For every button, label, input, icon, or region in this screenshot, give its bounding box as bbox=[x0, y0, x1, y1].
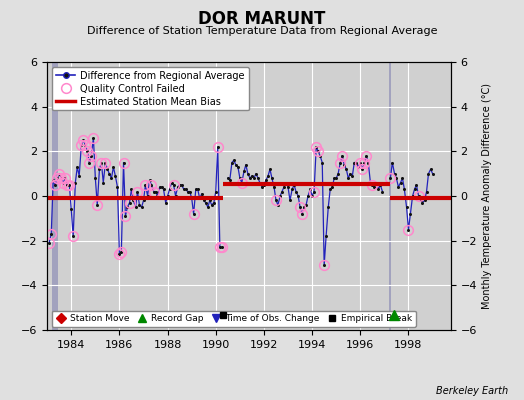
Text: Difference of Station Temperature Data from Regional Average: Difference of Station Temperature Data f… bbox=[87, 26, 437, 36]
Text: DOR MARUNT: DOR MARUNT bbox=[198, 10, 326, 28]
Legend: Station Move, Record Gap, Time of Obs. Change, Empirical Break: Station Move, Record Gap, Time of Obs. C… bbox=[52, 311, 416, 327]
Y-axis label: Monthly Temperature Anomaly Difference (°C): Monthly Temperature Anomaly Difference (… bbox=[483, 83, 493, 309]
Text: Berkeley Earth: Berkeley Earth bbox=[436, 386, 508, 396]
